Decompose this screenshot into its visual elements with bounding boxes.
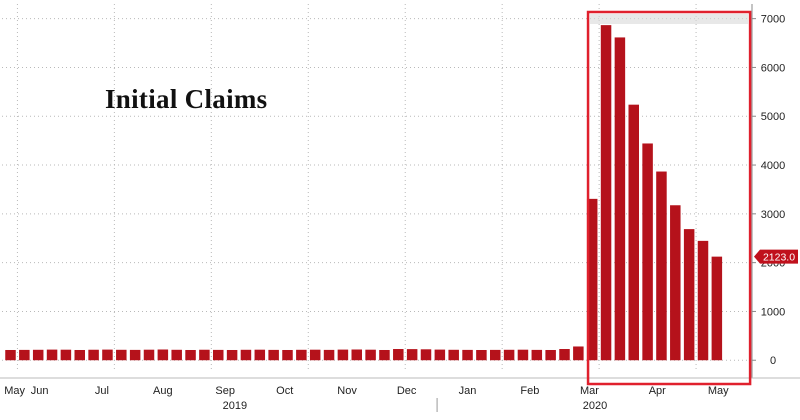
bar [600, 25, 612, 361]
y-tick-label: 6000 [761, 62, 785, 74]
bar [74, 349, 85, 361]
x-tick-label: Jul [95, 385, 109, 397]
x-tick-label: Feb [520, 385, 539, 397]
bar [559, 349, 570, 361]
x-tick-label: Dec [397, 385, 417, 397]
bar [129, 349, 141, 361]
highlight-shade [590, 14, 749, 24]
bar [19, 349, 30, 361]
bar [309, 349, 321, 361]
x-year-label: 2019 [223, 400, 247, 412]
y-tick-label: 4000 [761, 160, 785, 172]
bar [116, 349, 127, 361]
bar [420, 349, 432, 361]
bar [476, 349, 487, 361]
highlight-box [586, 10, 752, 386]
bar [697, 240, 709, 361]
bar [365, 349, 376, 361]
bar [185, 349, 196, 361]
bar [628, 104, 639, 361]
bar [226, 349, 238, 361]
bar [490, 349, 501, 361]
bar [32, 349, 44, 361]
bar [683, 229, 695, 361]
bar [670, 205, 681, 361]
bar [573, 346, 584, 361]
x-tick-label: Sep [215, 385, 235, 397]
bar [171, 349, 182, 361]
bar [711, 256, 723, 361]
bar [545, 349, 556, 361]
bar [268, 349, 279, 361]
bar [199, 349, 210, 361]
x-tick-label: Jan [459, 385, 477, 397]
bar [517, 349, 529, 361]
bar [448, 349, 459, 361]
bar [60, 349, 72, 361]
x-tick-label: May [708, 385, 729, 397]
bar [240, 349, 252, 361]
bar [531, 349, 543, 361]
bar [434, 349, 446, 361]
y-tick-label: 7000 [761, 14, 785, 26]
bar [351, 349, 362, 361]
bar [323, 349, 335, 361]
y-tick-label: 0 [770, 355, 776, 367]
bar [503, 349, 515, 361]
bar [393, 349, 404, 361]
bar [88, 349, 99, 361]
bar [296, 349, 307, 361]
bar [143, 349, 155, 361]
y-tick-label: 3000 [761, 209, 785, 221]
bar [102, 349, 113, 361]
x-tick-label: Mar [580, 385, 599, 397]
y-tick-label: 5000 [761, 111, 785, 123]
bar [5, 349, 16, 361]
x-tick-label: Nov [337, 385, 357, 397]
x-year-label: 2020 [583, 400, 607, 412]
x-tick-label: Oct [276, 385, 293, 397]
bar [656, 171, 667, 361]
x-tick-label: Aug [153, 385, 173, 397]
last-value-label: 2123.0 [763, 252, 795, 264]
chart-title: Initial Claims [105, 84, 268, 114]
x-tick-label: May [4, 385, 25, 397]
bar [462, 349, 473, 361]
bar [213, 349, 224, 361]
bar [46, 349, 58, 361]
bar [406, 349, 418, 361]
x-tick-label: Jun [31, 385, 49, 397]
bar [379, 349, 390, 361]
y-tick-label: 1000 [761, 306, 785, 318]
bar [614, 37, 626, 361]
bar [157, 349, 169, 361]
bar [337, 349, 349, 361]
x-tick-label: Apr [649, 385, 666, 397]
bar [282, 349, 293, 361]
last-value-badge [754, 249, 798, 264]
bar [586, 198, 598, 361]
bar [642, 143, 653, 361]
bar [254, 349, 266, 361]
